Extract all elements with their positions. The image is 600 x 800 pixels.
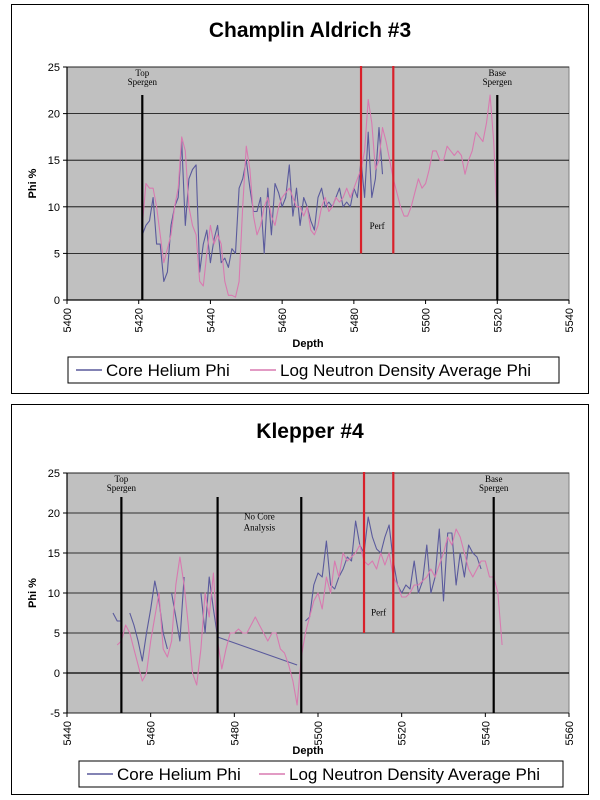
y-tick-label: 10 bbox=[48, 588, 60, 600]
y-tick-label: 5 bbox=[54, 628, 60, 640]
y-tick-label: 0 bbox=[54, 668, 60, 680]
y-tick-label: 0 bbox=[54, 295, 60, 307]
x-tick-label: 5500 bbox=[313, 721, 325, 745]
x-tick-label: 5400 bbox=[62, 308, 74, 332]
annotation-text: Perf bbox=[371, 607, 386, 617]
y-tick-label: -5 bbox=[50, 708, 60, 720]
y-tick-label: 20 bbox=[48, 508, 60, 520]
series-line-log-neutron-density-phi bbox=[116, 528, 503, 706]
annotation-text: Analysis bbox=[244, 523, 276, 533]
y-tick-label: 25 bbox=[48, 468, 60, 480]
annotation-text: No Core bbox=[244, 511, 275, 521]
y-tick-label: 10 bbox=[48, 202, 60, 214]
chart-champlin-aldrich: Champlin Aldrich #3 0 5 10 15 20 25 5400 5420 544… bbox=[27, 19, 576, 384]
y-axis-label: Phi % bbox=[27, 168, 39, 198]
marker-label: Spergen bbox=[479, 483, 509, 493]
x-tick-label: 5520 bbox=[397, 721, 409, 745]
x-tick-label: 5560 bbox=[564, 721, 576, 745]
x-tick-label: 5440 bbox=[62, 721, 74, 745]
chart-panel-champlin: Champlin Aldrich #3 0 5 10 15 20 25 5400 5420 544… bbox=[11, 4, 589, 394]
plot-area bbox=[66, 66, 570, 301]
chart-klepper: Klepper #4 -5 0 5 10 15 20 25 5440 5460 5480 5500 55… bbox=[27, 420, 576, 788]
x-axis-label: Depth bbox=[292, 745, 323, 757]
x-tick-label: 5500 bbox=[421, 308, 433, 332]
marker-label: Top bbox=[114, 474, 128, 484]
marker-label: Base bbox=[485, 474, 503, 484]
chart-title: Klepper #4 bbox=[256, 420, 364, 443]
legend-label-log-neutron-density-phi: Log Neutron Density Average Phi bbox=[289, 765, 540, 784]
x-tick-label: 5540 bbox=[480, 721, 492, 745]
annotation-text: Perf bbox=[370, 221, 385, 231]
marker-label: Spergen bbox=[483, 77, 513, 87]
marker-label: Base bbox=[489, 68, 507, 78]
legend-label-core-helium-phi: Core Helium Phi bbox=[106, 361, 230, 380]
series-line-core-helium-phi bbox=[141, 127, 384, 282]
x-tick-label: 5480 bbox=[349, 308, 361, 332]
chart-title: Champlin Aldrich #3 bbox=[209, 19, 411, 42]
x-tick-label: 5480 bbox=[229, 721, 241, 745]
y-tick-label: 15 bbox=[48, 548, 60, 560]
marker-label: Spergen bbox=[128, 77, 158, 87]
series-line-log-neutron-density-phi bbox=[141, 94, 498, 298]
legend-box bbox=[67, 356, 560, 384]
chart-panel-klepper: Klepper #4 -5 0 5 10 15 20 25 5440 5460 5480 5500 55… bbox=[11, 404, 589, 795]
y-axis-label: Phi % bbox=[27, 578, 39, 608]
y-tick-label: 20 bbox=[48, 109, 60, 121]
legend-box bbox=[78, 760, 564, 788]
y-tick-label: 15 bbox=[48, 155, 60, 167]
y-tick-label: 5 bbox=[54, 248, 60, 260]
x-tick-label: 5540 bbox=[564, 308, 576, 332]
marker-label: Top bbox=[135, 68, 149, 78]
legend-label-log-neutron-density-phi: Log Neutron Density Average Phi bbox=[280, 361, 531, 380]
x-tick-label: 5460 bbox=[146, 721, 158, 745]
x-axis-label: Depth bbox=[292, 338, 323, 350]
legend-label-core-helium-phi: Core Helium Phi bbox=[117, 765, 241, 784]
marker-label: Spergen bbox=[107, 483, 137, 493]
series-line-core-helium-phi bbox=[112, 516, 482, 666]
y-tick-label: 25 bbox=[48, 62, 60, 74]
x-tick-label: 5440 bbox=[205, 308, 217, 332]
x-tick-label: 5420 bbox=[134, 308, 146, 332]
x-tick-label: 5460 bbox=[277, 308, 289, 332]
x-tick-label: 5520 bbox=[492, 308, 504, 332]
